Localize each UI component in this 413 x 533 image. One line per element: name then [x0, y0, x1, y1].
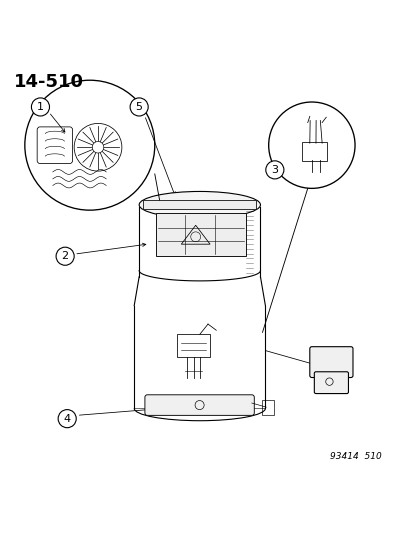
Circle shape	[56, 247, 74, 265]
Text: 5: 5	[135, 102, 142, 112]
Circle shape	[130, 98, 148, 116]
Text: 14-510: 14-510	[14, 73, 83, 91]
FancyBboxPatch shape	[145, 395, 254, 415]
Text: 3: 3	[271, 165, 278, 175]
Text: 2: 2	[62, 251, 69, 261]
FancyBboxPatch shape	[313, 372, 348, 393]
FancyBboxPatch shape	[155, 213, 245, 256]
Text: 4: 4	[64, 414, 71, 424]
Circle shape	[265, 161, 283, 179]
Circle shape	[92, 141, 104, 153]
FancyBboxPatch shape	[143, 200, 256, 209]
Circle shape	[31, 98, 50, 116]
Text: 1: 1	[37, 102, 44, 112]
FancyBboxPatch shape	[309, 346, 352, 377]
Ellipse shape	[139, 191, 260, 218]
Circle shape	[58, 409, 76, 427]
Text: 93414  510: 93414 510	[330, 451, 381, 461]
